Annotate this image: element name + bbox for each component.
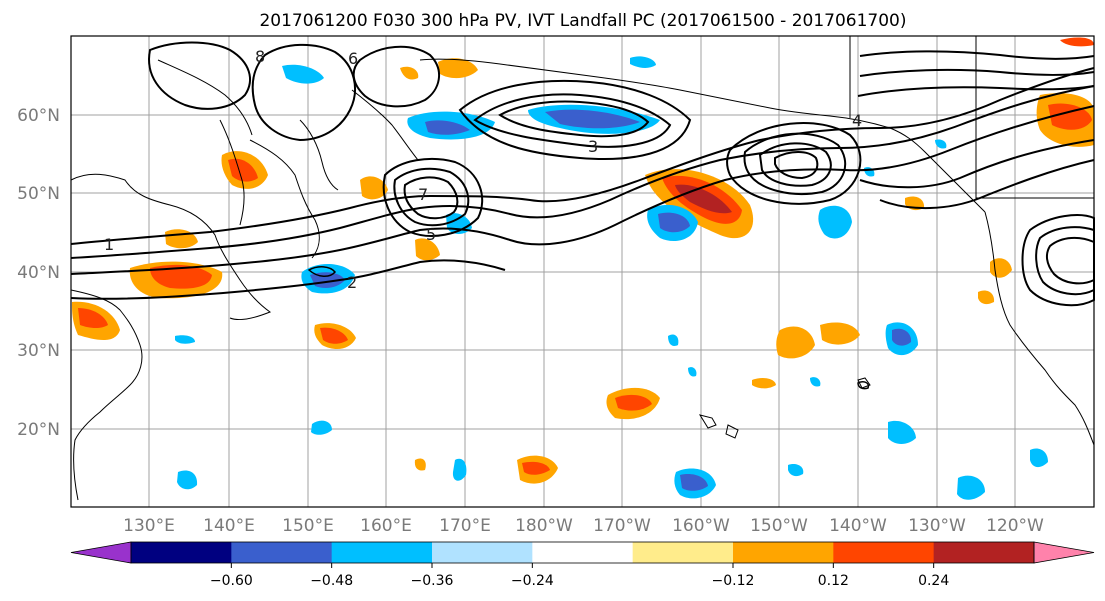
colorbar-tick-label: 0.12 bbox=[818, 573, 849, 589]
pv-contours bbox=[70, 41, 1095, 390]
colorbar-tick-label: −0.48 bbox=[310, 573, 353, 589]
lat-label-40n: 40°N bbox=[17, 263, 60, 283]
colorbar-segment bbox=[131, 542, 232, 563]
colorbar-segment bbox=[632, 542, 734, 563]
longitude-axis: 130°E 140°E 150°E 160°E 170°E 180°W 170°… bbox=[123, 516, 1044, 536]
colorbar-extend-high bbox=[1033, 541, 1095, 564]
lon-label: 130°E bbox=[123, 516, 175, 536]
lon-label: 160°E bbox=[360, 516, 412, 536]
contour-label: 4 bbox=[852, 111, 862, 130]
lon-label: 120°W bbox=[986, 516, 1044, 536]
contour-label: 5 bbox=[426, 225, 436, 244]
contour-label: 1 bbox=[104, 235, 114, 254]
lon-label: 170°W bbox=[593, 516, 651, 536]
map-frame bbox=[70, 35, 1095, 508]
latitude-axis: 20°N 30°N 40°N 50°N 60°N bbox=[17, 106, 60, 440]
lat-label-20n: 20°N bbox=[17, 420, 60, 440]
contour-label: 6 bbox=[348, 49, 358, 68]
lon-label: 160°W bbox=[672, 516, 730, 536]
lat-label-60n: 60°N bbox=[17, 106, 60, 126]
lon-label: 140°E bbox=[203, 516, 255, 536]
gridlines bbox=[71, 36, 1094, 507]
colorbar-segment bbox=[432, 542, 533, 563]
lon-label: 150°W bbox=[750, 516, 808, 536]
colorbar-frame bbox=[130, 541, 1035, 564]
colorbar-segment bbox=[933, 542, 1035, 563]
colorbar-segment bbox=[331, 542, 433, 563]
colorbar-segment bbox=[532, 542, 634, 563]
coastlines bbox=[70, 36, 1095, 501]
lon-label: 150°E bbox=[282, 516, 334, 536]
colorbar-segment bbox=[733, 542, 834, 563]
colorbar-tick-label: −0.12 bbox=[712, 573, 755, 589]
colorbar-tick-label: −0.60 bbox=[210, 573, 253, 589]
contour-label: 2 bbox=[347, 273, 357, 292]
lat-label-50n: 50°N bbox=[17, 184, 60, 204]
contour-label: 3 bbox=[588, 137, 598, 156]
lon-label: 130°W bbox=[908, 516, 966, 536]
contour-label: 7 bbox=[418, 185, 428, 204]
colorbar-extend-low bbox=[70, 541, 132, 564]
map-panel: 1 2 3 4 5 6 7 8 bbox=[70, 35, 1095, 508]
contour-label: 8 bbox=[255, 47, 265, 66]
colorbar-tick-label: −0.36 bbox=[411, 573, 454, 589]
colorbar-segment bbox=[833, 542, 935, 563]
lon-label: 180°W bbox=[515, 516, 573, 536]
colorbar-segment bbox=[231, 542, 333, 563]
negative-anomaly bbox=[175, 56, 1048, 500]
colorbar: −0.60 −0.48 −0.36 −0.24 −0.12 0.12 0.24 bbox=[70, 541, 1095, 589]
map-title: 2017061200 F030 300 hPa PV, IVT Landfall… bbox=[259, 11, 906, 31]
colorbar-tick-label: −0.24 bbox=[511, 573, 554, 589]
colorbar-tick-label: 0.24 bbox=[918, 573, 949, 589]
lon-label: 140°W bbox=[829, 516, 887, 536]
contour-labels: 1 2 3 4 5 6 7 8 bbox=[104, 47, 862, 292]
lon-label: 170°E bbox=[439, 516, 491, 536]
lat-label-30n: 30°N bbox=[17, 341, 60, 361]
